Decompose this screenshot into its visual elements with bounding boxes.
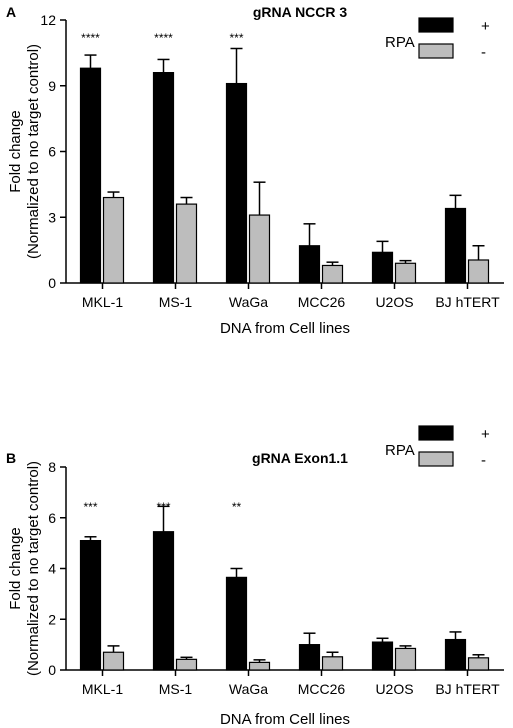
panel-b-x-label: DNA from Cell lines	[220, 711, 350, 728]
panel-b-bar-minus-0	[102, 651, 125, 671]
panel-a-legend-swatch-plus	[418, 17, 454, 33]
panel-b-bar-plus-1	[152, 531, 175, 671]
panel-a-bar-minus-0	[102, 196, 125, 284]
panel-b-y-tick-label-0: 0	[48, 662, 56, 678]
panel-b-bar-plus-4	[371, 641, 394, 671]
panel-b-x-tick-label-2: WaGa	[229, 681, 268, 697]
panel-a-x-tick-label-1: MS-1	[159, 294, 193, 310]
panel-a-letter: A	[6, 4, 16, 20]
panel-b-significance-1: ***	[156, 500, 170, 514]
panel-a-bar-plus-2	[225, 82, 248, 284]
panel-a-x-label: DNA from Cell lines	[220, 320, 350, 337]
panel-b-bar-minus-2	[248, 661, 271, 671]
panel-b-bar-plus-2	[225, 576, 248, 671]
panel-a-y-tick-label-4: 12	[40, 12, 56, 28]
panel-b-y-tick-label-3: 6	[48, 510, 56, 526]
panel-a-bar-minus-4	[394, 262, 417, 284]
panel-b-legend-label-minus: -	[481, 452, 486, 469]
panel-a-y-label-line-1: Fold change	[7, 110, 24, 193]
panel-b-x-tick-label-5: BJ hTERT	[435, 681, 500, 697]
panel-b-y-tick-label-2: 4	[48, 561, 56, 577]
panel-b-bar-minus-5	[467, 657, 490, 671]
panel-b-legend-title: RPA	[385, 442, 415, 459]
panel-a-x-tick-label-3: MCC26	[298, 294, 346, 310]
panel-a-legend-swatch-minus	[418, 43, 454, 59]
panel-b-y-tick-label-1: 2	[48, 611, 56, 627]
panel-a-significance-2: ***	[229, 31, 243, 45]
panel-a-significance-1: ****	[154, 31, 173, 45]
panel-a-legend-title: RPA	[385, 34, 415, 51]
panel-a-bar-minus-2	[248, 214, 271, 284]
panel-b-x-tick-label-0: MKL-1	[82, 681, 123, 697]
panel-b-bar-minus-1	[175, 658, 198, 671]
panel-a-x-tick-label-2: WaGa	[229, 294, 268, 310]
panel-b-bar-minus-3	[321, 656, 344, 671]
panel-a-x-tick-label-4: U2OS	[375, 294, 413, 310]
panel-a-y-tick-label-3: 9	[48, 78, 56, 94]
panel-b-legend-swatch-minus	[418, 451, 454, 467]
panel-a-y-tick-label-1: 3	[48, 209, 56, 225]
panel-a-bar-minus-1	[175, 203, 198, 284]
panel-a-legend-label-minus: -	[481, 44, 486, 61]
panel-a-bar-minus-5	[467, 259, 490, 284]
panel-a-legend-label-plus: +	[481, 18, 490, 35]
panel-a-x-tick-label-0: MKL-1	[82, 294, 123, 310]
panel-b-bar-plus-0	[79, 539, 102, 671]
panel-b-title: gRNA Exon1.1	[252, 450, 348, 466]
panel-a-y-tick-label-0: 0	[48, 275, 56, 291]
panel-a-y-label-line-2: (Normalized to no target control)	[25, 44, 42, 259]
panel-b-letter: B	[6, 450, 16, 466]
panel-b-legend-swatch-plus	[418, 425, 454, 441]
panel-b-legend-label-plus: +	[481, 426, 490, 443]
panel-b-x-tick-label-4: U2OS	[375, 681, 413, 697]
panel-b-y-tick-label-4: 8	[48, 459, 56, 475]
panel-b-significance-2: **	[232, 500, 242, 514]
panel-a-bar-minus-3	[321, 264, 344, 284]
panel-b-bar-plus-3	[298, 644, 321, 671]
panel-a-significance-0: ****	[81, 31, 100, 45]
panel-b-significance-0: ***	[83, 500, 97, 514]
panel-b-bar-plus-5	[444, 638, 467, 671]
panel-a-y-tick-label-2: 6	[48, 144, 56, 160]
panel-a-bar-plus-5	[444, 207, 467, 284]
panel-a-bar-plus-1	[152, 71, 175, 284]
panel-b-y-label-line-2: (Normalized to no target control)	[25, 461, 42, 676]
panel-b-x-tick-label-1: MS-1	[159, 681, 193, 697]
panel-a-bar-plus-0	[79, 67, 102, 284]
panel-a-bar-plus-4	[371, 251, 394, 284]
panel-b-y-label-line-1: Fold change	[7, 527, 24, 610]
panel-a-bar-plus-3	[298, 245, 321, 284]
panel-a-title: gRNA NCCR 3	[253, 4, 348, 20]
panel-b-bar-minus-4	[394, 647, 417, 671]
panel-b-x-tick-label-3: MCC26	[298, 681, 346, 697]
panel-a-x-tick-label-5: BJ hTERT	[435, 294, 500, 310]
